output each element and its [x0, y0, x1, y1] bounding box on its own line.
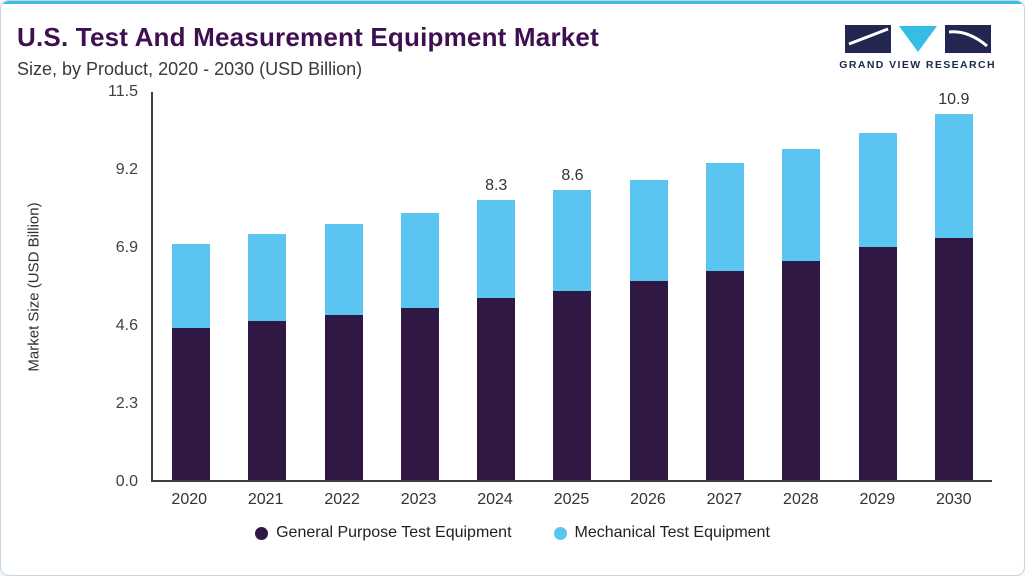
legend-swatch-icon — [255, 526, 269, 540]
header: U.S. Test And Measurement Equipment Mark… — [1, 4, 1024, 80]
bar-segment — [934, 114, 973, 239]
bar-group: 8.3 — [458, 92, 534, 480]
bar-group — [153, 92, 229, 480]
bar-value-label: 8.3 — [485, 176, 508, 194]
bar-segment — [400, 307, 439, 480]
bar-segment — [172, 328, 211, 480]
bar-segment — [934, 238, 973, 480]
bar-segment — [629, 179, 668, 281]
page-title: U.S. Test And Measurement Equipment Mark… — [17, 22, 599, 52]
y-tick-label: 6.9 — [115, 239, 138, 256]
y-tick-label: 2.3 — [115, 395, 138, 412]
top-accent-line — [1, 1, 1024, 4]
bar-segment — [705, 270, 744, 480]
x-tick-label: 2026 — [630, 491, 666, 508]
plot-area: 8.3 8.6 10.9 — [151, 92, 992, 482]
x-tick-label: 2025 — [553, 491, 590, 508]
bar-value-label: 10.9 — [938, 91, 970, 108]
x-tick-label: 2029 — [859, 491, 896, 508]
x-tick-label: 2024 — [477, 491, 513, 508]
y-tick-label: 9.2 — [115, 161, 138, 178]
bar-group — [687, 92, 763, 480]
x-tick-label: 2027 — [706, 491, 743, 508]
bars: 8.3 8.6 10.9 — [153, 92, 992, 480]
bar-group: 10.9 — [916, 92, 992, 480]
y-axis-title: Market Size (USD Billion) — [25, 202, 43, 372]
x-tick-label: 2022 — [324, 491, 360, 508]
y-axis-title-cell: Market Size (USD Billion) — [17, 92, 51, 482]
bar-segment — [858, 247, 897, 480]
bar-group: 8.6 — [534, 92, 610, 480]
bar-group — [763, 92, 839, 480]
brand-logo: GRAND VIEW RESEARCH — [839, 22, 996, 71]
bar-segment — [324, 223, 363, 315]
bar-group — [229, 92, 305, 480]
bar-segment — [477, 297, 516, 480]
bar-group — [382, 92, 458, 480]
legend-swatch-icon — [553, 526, 567, 540]
x-tick-label: 2028 — [783, 491, 819, 508]
legend-label: General Purpose Test Equipment — [276, 524, 512, 541]
bar-segment — [324, 314, 363, 480]
x-tick-label: 2030 — [935, 491, 972, 508]
legend-label: Mechanical Test Equipment — [574, 524, 770, 541]
y-tick-label: 0.0 — [115, 473, 138, 490]
y-axis-ticks: 11.5 9.2 6.9 4.6 2.3 0.0 — [51, 83, 151, 490]
x-axis-labels: 2020 2021 2022 2023 2024 2025 2026 2027 2028 2029… — [151, 482, 992, 520]
bar-segment — [400, 213, 439, 308]
bar-group — [306, 92, 382, 480]
bar-segment — [553, 189, 592, 292]
bar-group — [611, 92, 687, 480]
bar-value-label: 8.6 — [561, 166, 584, 184]
x-tick-label: 2020 — [171, 491, 208, 508]
bar-segment — [477, 199, 516, 298]
bar-segment — [705, 162, 744, 271]
bar-segment — [248, 321, 287, 480]
bar-segment — [553, 291, 592, 480]
y-tick-label: 11.5 — [108, 83, 138, 100]
bar-segment — [782, 260, 821, 480]
bar-segment — [248, 233, 287, 322]
page-subtitle: Size, by Product, 2020 - 2030 (USD Billi… — [17, 59, 363, 79]
legend-item: Mechanical Test Equipment — [553, 524, 770, 542]
x-tick-label: 2021 — [247, 491, 284, 508]
brand-logo-icon — [844, 25, 991, 53]
bar-segment — [629, 280, 668, 480]
x-tick-label: 2023 — [400, 491, 437, 508]
bar-segment — [858, 132, 897, 248]
y-tick-label: 4.6 — [115, 317, 138, 334]
bar-group — [839, 92, 915, 480]
bar-segment — [782, 149, 821, 261]
chart: Market Size (USD Billion) 11.5 9.2 6.9 4.6 2… — [1, 83, 1024, 520]
brand-name: GRAND VIEW RESEARCH — [839, 59, 996, 71]
bar-segment — [172, 243, 211, 329]
title-block: U.S. Test And Measurement Equipment Mark… — [17, 22, 599, 80]
legend: General Purpose Test Equipment Mechanical… — [1, 524, 1024, 542]
legend-item: General Purpose Test Equipment — [255, 524, 512, 542]
